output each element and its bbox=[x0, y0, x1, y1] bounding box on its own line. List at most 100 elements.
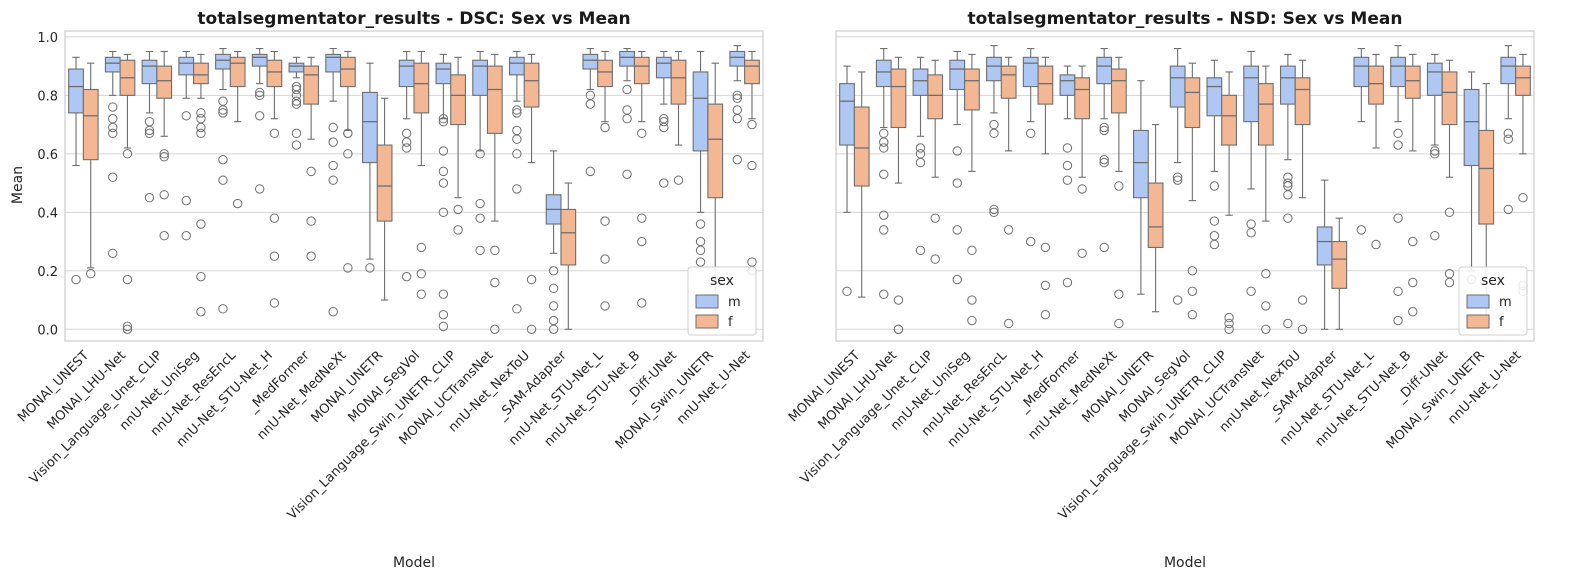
box-f bbox=[1147, 182, 1164, 248]
outlier-point bbox=[1187, 309, 1198, 320]
outlier-point bbox=[196, 307, 206, 317]
outlier-point bbox=[1297, 324, 1308, 335]
outlier-point bbox=[600, 122, 610, 133]
outlier-point bbox=[600, 216, 610, 226]
box-f bbox=[1110, 68, 1127, 114]
outlier-point bbox=[218, 175, 228, 185]
plot-frame bbox=[835, 30, 1535, 342]
box-f bbox=[376, 144, 393, 222]
outlier-point bbox=[1408, 236, 1418, 247]
outlier-point bbox=[1408, 307, 1418, 317]
box-m bbox=[508, 56, 525, 76]
outlier-point bbox=[915, 245, 926, 256]
outlier-point bbox=[1172, 295, 1183, 305]
outlier-point bbox=[967, 245, 977, 256]
outlier-point bbox=[915, 143, 926, 153]
y-tick-label: 0.2 bbox=[37, 265, 58, 280]
outlier-point bbox=[108, 248, 118, 258]
box-f bbox=[450, 74, 466, 126]
outlier-point bbox=[637, 128, 647, 139]
outlier-point bbox=[328, 160, 338, 171]
legend-swatch-m bbox=[695, 294, 719, 309]
outlier-point bbox=[1187, 266, 1198, 276]
box-m bbox=[141, 59, 158, 85]
box-f bbox=[1404, 65, 1421, 99]
box-m bbox=[1426, 62, 1443, 96]
outlier-point bbox=[218, 304, 228, 314]
outlier-point bbox=[1444, 277, 1455, 288]
outlier-point bbox=[328, 307, 338, 317]
outlier-point bbox=[196, 122, 206, 133]
outlier-point bbox=[952, 274, 962, 285]
outlier-point bbox=[1224, 324, 1234, 335]
outlier-point bbox=[512, 134, 522, 144]
box-m bbox=[655, 56, 672, 79]
legend-label-m: m bbox=[728, 295, 741, 310]
x-axis-label-nsd: Model bbox=[1164, 555, 1206, 571]
outlier-point bbox=[328, 137, 338, 147]
outlier-point bbox=[269, 128, 280, 139]
outlier-point bbox=[1040, 309, 1051, 320]
outlier-point bbox=[732, 90, 742, 101]
outlier-point bbox=[659, 178, 669, 188]
box-m bbox=[1243, 65, 1260, 123]
outlier-point bbox=[526, 274, 537, 285]
y-tick-label: 0.8 bbox=[37, 89, 58, 104]
outlier-point bbox=[512, 184, 522, 194]
outlier-point bbox=[1356, 225, 1367, 235]
outlier-point bbox=[475, 245, 485, 256]
x-axis-label-dsc: Model bbox=[393, 555, 435, 571]
outlier-point bbox=[328, 122, 338, 133]
box-m bbox=[619, 50, 635, 67]
outlier-point bbox=[1077, 184, 1087, 194]
outlier-point bbox=[291, 140, 302, 150]
outlier-point bbox=[181, 231, 191, 241]
outlier-point bbox=[475, 149, 485, 159]
box-f bbox=[890, 68, 907, 129]
legend-label-f: f bbox=[728, 315, 733, 330]
outlier-point bbox=[416, 242, 427, 253]
panel-dsc: totalsegmentator_results - DSC: Sex vs M… bbox=[10, 9, 764, 571]
box-m bbox=[1279, 65, 1296, 105]
outlier-point bbox=[1062, 143, 1073, 153]
outlier-point bbox=[306, 166, 316, 177]
box-m bbox=[1169, 65, 1186, 108]
box-m bbox=[582, 53, 599, 70]
outlier-point bbox=[343, 128, 353, 139]
box-m bbox=[398, 59, 415, 88]
outlier-point bbox=[196, 271, 206, 282]
legend-label-f: f bbox=[1499, 315, 1504, 330]
outlier-point bbox=[622, 84, 632, 95]
outlier-point bbox=[893, 295, 904, 305]
box-m bbox=[215, 53, 231, 70]
outlier-point bbox=[1003, 225, 1014, 235]
outlier-point bbox=[879, 137, 889, 147]
legend-swatch-f bbox=[1466, 314, 1490, 329]
outlier-point bbox=[196, 219, 206, 229]
outlier-point bbox=[879, 143, 889, 153]
y-tick-label: 0.0 bbox=[37, 323, 58, 338]
outlier-point bbox=[108, 122, 118, 133]
outlier-point bbox=[269, 298, 280, 308]
outlier-point bbox=[1099, 125, 1109, 136]
legend: sex mf bbox=[687, 266, 757, 336]
outlier-point bbox=[732, 114, 742, 124]
outlier-point bbox=[1077, 248, 1087, 258]
outlier-point bbox=[269, 213, 280, 223]
box-m bbox=[1463, 88, 1480, 167]
outlier-point bbox=[1393, 213, 1403, 223]
outlier-point bbox=[1430, 231, 1440, 241]
outlier-point bbox=[732, 93, 742, 103]
outlier-point bbox=[416, 289, 427, 299]
outlier-point bbox=[306, 251, 316, 261]
outlier-point bbox=[930, 254, 940, 264]
outlier-point bbox=[1503, 204, 1513, 215]
outlier-point bbox=[952, 146, 962, 156]
outlier-point bbox=[401, 143, 412, 153]
outlier-point bbox=[1209, 181, 1220, 191]
outlier-point bbox=[438, 207, 449, 218]
outlier-point bbox=[1430, 146, 1440, 156]
outlier-point bbox=[328, 175, 338, 185]
outlier-point bbox=[930, 213, 940, 223]
